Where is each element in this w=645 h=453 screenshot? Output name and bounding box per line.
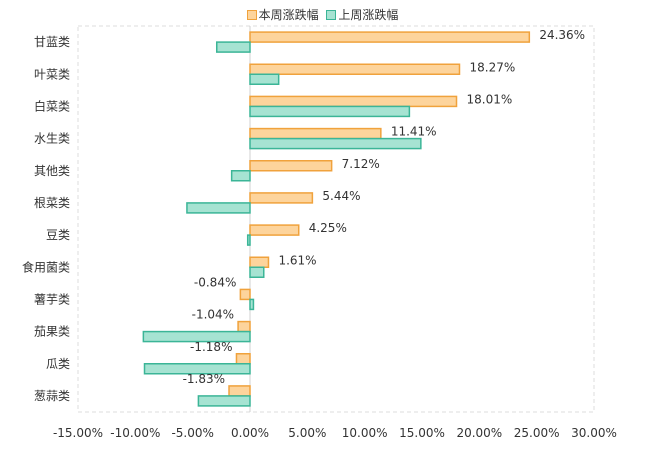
bar-this-week <box>237 320 251 333</box>
bar-last-week <box>249 137 422 150</box>
bar-last-week <box>246 234 251 246</box>
legend: 本周涨跌幅 上周涨跌幅 <box>0 6 645 23</box>
bar-last-week <box>215 41 251 53</box>
legend-item-last-week: 上周涨跌幅 <box>326 6 398 23</box>
plot-area-border <box>77 25 595 413</box>
data-label-this-week: 24.36% <box>539 28 585 42</box>
bar-this-week <box>249 160 333 172</box>
data-label-this-week: -0.84% <box>194 275 236 289</box>
bar-this-week <box>239 288 251 301</box>
category-label: 甘蓝类 <box>34 35 70 49</box>
bar-last-week <box>249 298 255 311</box>
bar-last-week <box>249 105 411 118</box>
x-tick-label: -15.00% <box>53 426 103 440</box>
legend-swatch-last-week <box>326 9 337 20</box>
x-tick-label: 30.00% <box>571 426 617 440</box>
category-label: 水生类 <box>34 132 70 146</box>
bar-this-week <box>249 256 270 268</box>
bar-last-week <box>230 170 251 182</box>
legend-swatch-this-week <box>246 9 257 20</box>
category-label: 叶菜类 <box>34 67 70 81</box>
x-tick-label: -5.00% <box>171 426 213 440</box>
bar-this-week <box>249 31 531 43</box>
bar-this-week <box>249 192 314 204</box>
x-tick-label: 10.00% <box>342 426 388 440</box>
data-label-this-week: -1.18% <box>190 340 232 354</box>
legend-label-last-week: 上周涨跌幅 <box>338 8 399 22</box>
data-label-this-week: 1.61% <box>278 253 316 267</box>
x-tick-label: -10.00% <box>110 426 160 440</box>
bar-this-week <box>235 353 251 365</box>
category-label: 瓜类 <box>46 357 70 371</box>
data-label-this-week: 4.25% <box>309 221 347 235</box>
category-label: 其他类 <box>34 164 70 178</box>
data-label-this-week: -1.83% <box>183 372 225 386</box>
x-tick-label: 25.00% <box>514 426 560 440</box>
data-label-this-week: 11.41% <box>391 125 437 139</box>
bar-last-week <box>197 395 251 407</box>
data-label-this-week: 18.27% <box>469 60 515 74</box>
category-label: 薯芋类 <box>34 292 70 306</box>
category-label: 豆类 <box>46 228 70 242</box>
x-tick-label: 20.00% <box>456 426 502 440</box>
x-tick-label: 0.00% <box>231 426 269 440</box>
bar-last-week <box>186 202 251 214</box>
bar-this-week <box>249 224 300 236</box>
data-label-this-week: 5.44% <box>322 189 360 203</box>
category-label: 食用菌类 <box>22 259 70 274</box>
data-label-this-week: 7.12% <box>342 157 380 171</box>
bar-last-week <box>143 363 251 375</box>
category-label: 根菜类 <box>34 196 70 210</box>
legend-item-this-week: 本周涨跌幅 <box>246 6 319 23</box>
bar-this-week <box>228 385 251 397</box>
bar-this-week <box>249 63 461 75</box>
data-label-this-week: -1.04% <box>192 308 234 322</box>
legend-label-this-week: 本周涨跌幅 <box>258 8 319 22</box>
bar-this-week <box>249 127 382 140</box>
bar-last-week <box>142 330 251 343</box>
category-label: 白菜类 <box>34 98 70 113</box>
bar-last-week <box>249 266 265 278</box>
bar-this-week <box>249 95 458 108</box>
category-label: 葱蒜类 <box>34 389 70 403</box>
x-tick-label: 15.00% <box>399 426 445 440</box>
bar-last-week <box>249 73 280 85</box>
data-label-this-week: 18.01% <box>467 92 513 106</box>
category-label: 茄果类 <box>34 325 70 339</box>
x-tick-label: 5.00% <box>288 426 326 440</box>
